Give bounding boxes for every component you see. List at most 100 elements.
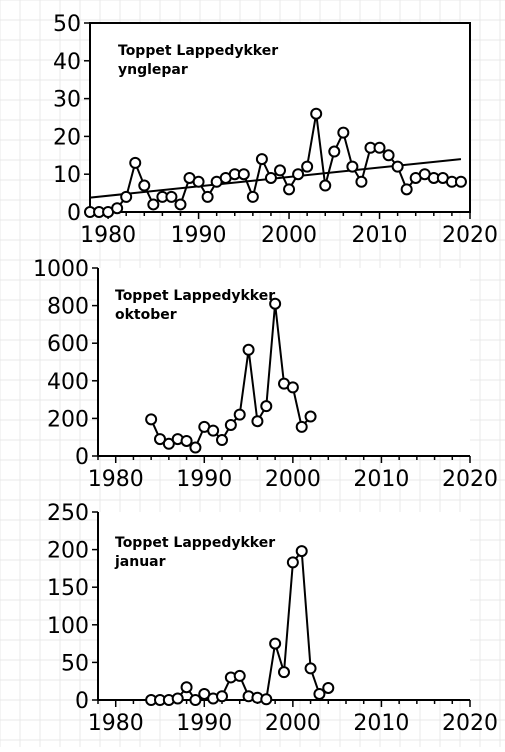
panel-2-y-tick-label: 400 <box>47 370 89 395</box>
panel-2-data-point <box>189 441 202 454</box>
panel-2-x-tick-label: 1990 <box>176 467 232 492</box>
panel-2-title-line-1: Toppet Lappedykker <box>115 288 275 304</box>
panel-1-plot-frame <box>89 22 471 213</box>
panel-2-data-point <box>251 415 264 428</box>
panel-3-data-point <box>278 666 290 679</box>
panel-1-data-point <box>310 107 323 120</box>
panel-2-data-point <box>145 413 158 426</box>
panel-3-x-tick-label: 2020 <box>442 711 498 736</box>
panel-1-x-tick-label: 1990 <box>171 223 227 248</box>
panel-2-y-tick-label: 800 <box>47 295 89 320</box>
panel-1-y-tick-label: 10 <box>53 163 81 188</box>
panel-2-data-point <box>224 418 237 431</box>
panel-1-data-point <box>147 198 160 211</box>
panel-2-data-point <box>295 420 308 433</box>
panel-3-y-tick-label: 200 <box>47 539 89 564</box>
panel-3-data-point <box>269 637 282 650</box>
panel-2-title-line-2: oktober <box>115 307 177 323</box>
panel-1-y-tick-label: 50 <box>53 12 81 37</box>
panel-1-data-point <box>201 190 214 203</box>
panel-1-data-point <box>373 141 386 154</box>
panel-3-x-tick-label: 1990 <box>176 711 232 736</box>
panel-3-data-point <box>260 693 273 706</box>
panel-1-title-line-2: ynglepar <box>118 62 188 78</box>
panel-2-x-tick-label: 1980 <box>88 467 144 492</box>
panel-1-data-point <box>301 160 314 173</box>
panel-1-data-point <box>255 153 268 166</box>
panel-3-data-point <box>216 690 228 703</box>
panel-1-x-tick-label: 2020 <box>442 223 498 248</box>
panel-2-x-tick-label: 2020 <box>442 467 498 492</box>
panel-1-x-tick-label: 2000 <box>261 223 317 248</box>
panel-2-data-point <box>233 408 246 421</box>
panel-3-x-tick-label: 2010 <box>353 711 409 736</box>
panel-3-x-tick-label: 2000 <box>265 711 321 736</box>
panel-1-data-point <box>120 190 133 203</box>
panel-3-y-tick-label: 250 <box>47 501 89 526</box>
panel-3-data-point <box>180 681 193 694</box>
panel-2-y-tick-label: 200 <box>47 407 89 432</box>
panel-1-data-point <box>274 164 286 177</box>
panel-3-title-line-2: januar <box>114 554 166 570</box>
panel-2-x-tick-label: 2010 <box>353 467 409 492</box>
panel-2-data-point <box>242 343 255 356</box>
panel-1-data-point <box>337 126 350 139</box>
panel-1-x-tick-label: 2010 <box>352 223 408 248</box>
panel-1-y-tick-label: 20 <box>53 125 81 150</box>
panel-1-data-point <box>292 168 305 181</box>
panel-2-data-point <box>269 297 282 310</box>
panel-1-title-line-1: Toppet Lappedykker <box>118 43 278 59</box>
panel-3-data-point <box>286 556 299 569</box>
panel-3-data-point <box>322 681 335 694</box>
panel-2-x-tick-label: 2000 <box>265 467 321 492</box>
panel-1-data-point <box>264 171 277 184</box>
panel-2-data-point <box>154 433 166 446</box>
panel-3-data-point <box>313 687 326 700</box>
panel-2-plot-area <box>98 268 470 456</box>
panel-3-y-tick-label: 50 <box>61 651 89 676</box>
panel-1-data-point <box>328 145 341 158</box>
panel-3-data-point <box>171 692 184 705</box>
panel-3-x-tick-label: 1980 <box>88 711 144 736</box>
panel-3-y-tick-label: 150 <box>47 576 89 601</box>
panel-2-data-point <box>216 434 228 447</box>
panel-3-y-tick-label: 100 <box>47 614 89 639</box>
panel-2-y-tick-label: 0 <box>75 445 89 470</box>
panel-1-data-point <box>283 183 296 196</box>
panel-3-data-point <box>295 545 308 558</box>
panel-3-data-point <box>233 669 246 682</box>
panel-2-data-point <box>260 400 273 413</box>
panel-3-y-tick-label: 0 <box>75 689 89 714</box>
panel-1-data-point <box>454 175 467 188</box>
panel-2-y-tick-label: 1000 <box>33 257 89 282</box>
panel-1-data-point <box>174 198 187 211</box>
panel-1-data-point <box>382 149 395 162</box>
panel-1-data-point <box>129 156 142 169</box>
panel-1-x-tick-label: 1980 <box>80 223 136 248</box>
panel-1-data-point <box>400 183 413 196</box>
panel-1-data-point <box>391 160 404 173</box>
panel-2-data-point <box>207 424 220 437</box>
panel-1-data-point <box>346 160 359 173</box>
panel-1-data-point <box>355 175 368 188</box>
panel-2-y-tick-label: 600 <box>47 332 89 357</box>
panel-1-y-tick-label: 30 <box>53 88 81 113</box>
panel-1-data-point <box>192 175 205 188</box>
panel-1-y-tick-label: 40 <box>53 50 81 75</box>
panel-3-title-line-1: Toppet Lappedykker <box>115 535 275 551</box>
panel-2-data-point <box>286 381 299 394</box>
panel-1-data-point <box>237 168 250 181</box>
panel-1-data-point <box>246 190 259 203</box>
panel-1-data-point <box>111 202 124 215</box>
panel-3-data-point <box>304 662 317 675</box>
panel-2-data-point <box>180 434 193 447</box>
panel-3-data-point <box>189 694 202 706</box>
panel-1-y-tick-label: 0 <box>67 201 81 226</box>
panel-2-data-point <box>162 437 175 450</box>
panel-1-data-point <box>138 179 151 192</box>
panel-1-data-point <box>165 190 178 203</box>
panel-2-data-point <box>304 410 317 423</box>
panel-1-data-point <box>319 179 332 192</box>
